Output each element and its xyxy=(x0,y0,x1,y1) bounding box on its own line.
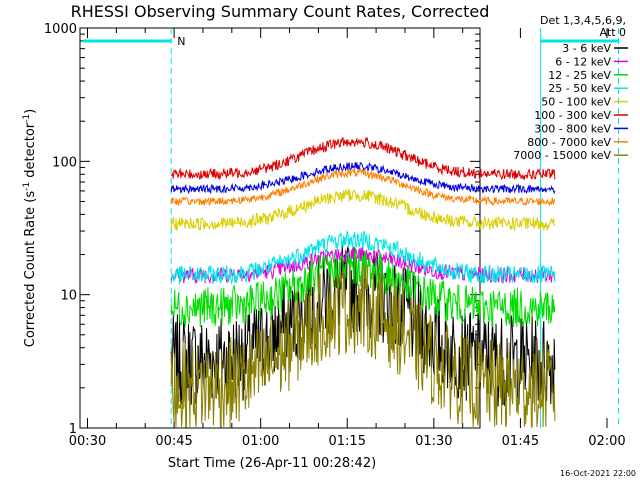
plot-area: 00:30 00:45 01:00 01:15 01:30 01:45 02:00 1 10 10… xyxy=(44,22,628,449)
legend-label: 50 - 100 keV xyxy=(541,96,611,109)
legend-label: 12 - 25 keV xyxy=(548,69,611,82)
y-tick-label: 1 xyxy=(69,422,77,437)
x-tick-label: 01:15 xyxy=(329,434,366,449)
x-tick-label: 02:00 xyxy=(588,434,625,449)
y-axis-label-part1: Corrected Count Rate (s xyxy=(23,191,38,348)
y-axis-label: Corrected Count Rate (s-1 detector-1) xyxy=(22,109,38,347)
series-line-7 xyxy=(170,167,556,207)
legend-label: 100 - 300 keV xyxy=(534,109,611,122)
y-axis-label-sup2: -1 xyxy=(22,114,32,123)
x-tick-label: 00:45 xyxy=(155,434,192,449)
series-line-5 xyxy=(170,136,556,181)
legend-label: 300 - 800 keV xyxy=(534,122,611,135)
footer-timestamp: 16-Oct-2021 22:00 xyxy=(560,469,636,478)
series-line-3 xyxy=(170,230,556,285)
legend-header-line1: Det 1,3,4,5,6,9, xyxy=(540,14,626,27)
x-axis-label: Start Time (26-Apr-11 00:28:42) xyxy=(168,456,376,471)
y-axis-label-sup1: -1 xyxy=(22,182,32,191)
flag-label: N xyxy=(177,35,185,48)
y-tick-label: 1000 xyxy=(44,22,77,37)
x-tick-label: 00:30 xyxy=(69,434,106,449)
legend-label: 800 - 7000 keV xyxy=(527,136,611,149)
x-tick-label: 01:00 xyxy=(242,434,279,449)
legend-label: 6 - 12 keV xyxy=(555,55,611,68)
legend-label: 25 - 50 keV xyxy=(548,82,611,95)
series-line-8 xyxy=(170,263,556,428)
y-axis-label-part2: detector xyxy=(23,122,38,182)
plot-frame xyxy=(79,27,481,429)
series-line-2 xyxy=(170,247,556,328)
legend-label: 7000 - 15000 keV xyxy=(513,149,611,162)
x-tick-label: 01:45 xyxy=(502,434,539,449)
x-tick-label: 01:30 xyxy=(415,434,452,449)
y-tick-label: 100 xyxy=(52,155,77,170)
legend-label: 3 - 6 keV xyxy=(562,42,611,55)
y-tick-label: 10 xyxy=(60,289,77,304)
series-line-4 xyxy=(170,188,556,232)
y-axis-label-part3: ) xyxy=(23,109,38,114)
legend-header-line2: Att 0 xyxy=(600,26,626,39)
series-line-6 xyxy=(170,161,556,195)
chart-title: RHESSI Observing Summary Count Rates, Co… xyxy=(71,2,490,21)
